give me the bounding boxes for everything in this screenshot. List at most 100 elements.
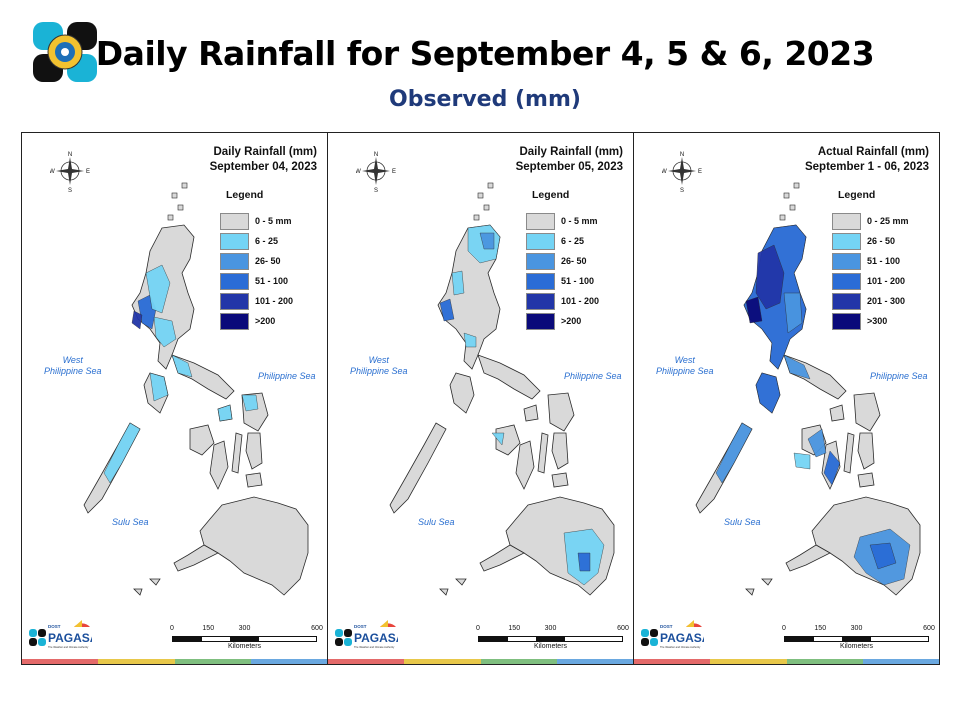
scale-tick: 300 bbox=[850, 625, 863, 632]
brand-prefix: DOST bbox=[660, 624, 673, 629]
legend-item: 6 - 25 bbox=[526, 231, 626, 251]
legend-swatch bbox=[220, 212, 249, 230]
rainfall-area-9 bbox=[869, 542, 897, 570]
islet-1 bbox=[789, 204, 796, 211]
rainfall-area-7 bbox=[241, 394, 259, 412]
legend-item: >200 bbox=[526, 311, 626, 331]
legend-item: 0 - 5 mm bbox=[220, 211, 320, 231]
footer-color-stripe bbox=[22, 659, 327, 664]
scale-bar: 0 150 300 600 Kilometers bbox=[476, 625, 629, 650]
scale-unit: Kilometers bbox=[839, 643, 874, 650]
compass-rose-icon: N S W E bbox=[662, 152, 702, 193]
rainfall-area-7 bbox=[577, 552, 591, 572]
islet-0 bbox=[783, 192, 790, 199]
panel-heading: Daily Rainfall (mm) September 05, 2023 bbox=[516, 145, 623, 175]
legend-swatch bbox=[832, 312, 861, 330]
compass-e-label: E bbox=[86, 169, 90, 175]
islet-3 bbox=[181, 182, 188, 189]
island-cebu bbox=[843, 432, 855, 474]
compass-rose-icon: N S W E bbox=[50, 152, 90, 193]
island-negros bbox=[515, 440, 535, 490]
island-samar bbox=[547, 392, 575, 432]
island-bohol bbox=[857, 472, 875, 488]
island-sulu1 bbox=[455, 578, 467, 586]
compass-w-label: W bbox=[662, 169, 667, 175]
brand-name: PAGASA bbox=[354, 631, 398, 645]
legend-label: 26- 50 bbox=[561, 256, 587, 266]
scale-tick: 600 bbox=[311, 625, 323, 632]
island-bicol bbox=[477, 354, 541, 400]
page-title: Daily Rainfall for September 4, 5 & 6, 2… bbox=[95, 34, 875, 73]
islet-0 bbox=[171, 192, 178, 199]
islet-0 bbox=[477, 192, 484, 199]
brand-tagline: The Weather and Climate Authority bbox=[660, 645, 701, 649]
scale-tick: 300 bbox=[544, 625, 557, 632]
island-cebu bbox=[231, 432, 243, 474]
legend-swatch bbox=[832, 252, 861, 270]
scale-bar: 0 150 300 600 Kilometers bbox=[170, 625, 323, 650]
island-sulu1 bbox=[149, 578, 161, 586]
scale-unit: Kilometers bbox=[227, 643, 262, 650]
island-mindanao bbox=[199, 496, 309, 596]
rainfall-area-2 bbox=[745, 296, 763, 324]
legend-label: >200 bbox=[561, 316, 582, 326]
rainfall-area-8 bbox=[131, 310, 143, 330]
island-cebu bbox=[537, 432, 549, 474]
legend-item: 26 - 50 bbox=[832, 231, 932, 251]
island-negros bbox=[209, 440, 229, 490]
legend-label: 0 - 5 mm bbox=[255, 216, 292, 226]
brand-prefix: DOST bbox=[48, 624, 61, 629]
rainfall-area-11 bbox=[793, 452, 811, 470]
legend-item: 26- 50 bbox=[220, 251, 320, 271]
island-leyte bbox=[857, 432, 875, 470]
rainfall-area-5 bbox=[715, 422, 753, 484]
rainfall-area-1 bbox=[479, 232, 495, 250]
legend-swatch bbox=[220, 252, 249, 270]
island-samar bbox=[853, 392, 881, 432]
island-sulu2 bbox=[745, 588, 755, 596]
legend-label: 6 - 25 bbox=[561, 236, 585, 246]
legend-item: 0 - 25 mm bbox=[832, 211, 932, 231]
islet-3 bbox=[487, 182, 494, 189]
panel-date: September 04, 2023 bbox=[209, 161, 317, 173]
sulu-sea-label: Sulu Sea bbox=[724, 517, 761, 527]
legend-swatch bbox=[526, 272, 555, 290]
west-philippine-sea-label: West Philippine Sea bbox=[350, 355, 408, 376]
legend-swatch bbox=[526, 252, 555, 270]
rainfall-area-1 bbox=[145, 264, 171, 314]
legend-label: 201 - 300 bbox=[867, 296, 906, 306]
brand-tagline: The Weather and Climate Authority bbox=[48, 645, 89, 649]
rainfall-area-7 bbox=[823, 450, 841, 486]
legend-title: Legend bbox=[838, 189, 876, 201]
island-panay bbox=[189, 424, 215, 456]
panel-title: Daily Rainfall (mm) bbox=[213, 146, 317, 158]
rainfall-area-3 bbox=[103, 422, 141, 484]
legend-swatch bbox=[220, 232, 249, 250]
page-subtitle: Observed (mm) bbox=[389, 87, 581, 112]
island-masbate bbox=[523, 404, 539, 422]
scale-unit: Kilometers bbox=[533, 643, 568, 650]
rainfall-area-4 bbox=[149, 372, 169, 402]
legend-label: 51 - 100 bbox=[561, 276, 595, 286]
west-philippine-sea-label: West Philippine Sea bbox=[656, 355, 714, 376]
scale-tick: 150 bbox=[202, 625, 215, 632]
philippine-sea-label: Philippine Sea bbox=[870, 371, 928, 381]
philippine-sea-label: Philippine Sea bbox=[564, 371, 622, 381]
legend-item: 6 - 25 bbox=[220, 231, 320, 251]
island-leyte bbox=[245, 432, 263, 470]
legend-item: 26- 50 bbox=[526, 251, 626, 271]
legend: Legend 0 - 25 mm 26 - 50 51 - 100 101 - 200 2… bbox=[832, 189, 932, 331]
rainfall-area-2 bbox=[439, 298, 455, 322]
legend-item: 51 - 100 bbox=[526, 271, 626, 291]
brand-prefix: DOST bbox=[354, 624, 367, 629]
legend-item: 101 - 200 bbox=[832, 271, 932, 291]
legend-swatch bbox=[220, 292, 249, 310]
islet-2 bbox=[473, 214, 480, 221]
rainfall-area-10 bbox=[783, 354, 811, 380]
legend-label: 6 - 25 bbox=[255, 236, 279, 246]
panel-date: September 05, 2023 bbox=[515, 161, 623, 173]
rainfall-area-6 bbox=[807, 428, 827, 458]
compass-n-label: N bbox=[374, 152, 378, 158]
legend-swatch bbox=[526, 312, 555, 330]
map-panel-sep-04: Daily Rainfall (mm) September 04, 2023 N S W… bbox=[22, 133, 328, 664]
